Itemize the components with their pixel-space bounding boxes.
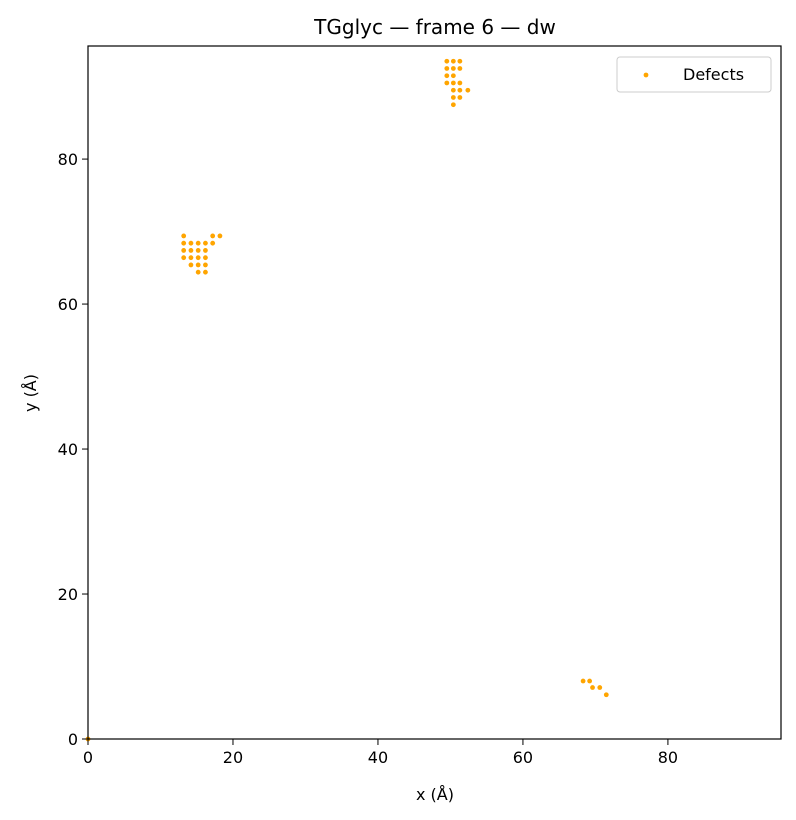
data-point [181, 255, 187, 261]
data-point [203, 240, 208, 246]
legend-label: Defects [683, 65, 744, 84]
x-tick-label: 80 [658, 748, 678, 767]
data-point [457, 80, 463, 86]
data-point [450, 95, 456, 100]
data-point [597, 685, 603, 690]
data-point [590, 685, 595, 690]
x-tick-label: 20 [223, 748, 243, 767]
chart-title: TGglyc — frame 6 — dw [313, 15, 556, 39]
y-tick-label: 60 [58, 295, 78, 314]
y-tick-label: 80 [58, 150, 78, 169]
data-point [450, 73, 456, 79]
x-tick-label: 0 [83, 748, 93, 767]
data-point [587, 678, 593, 684]
data-point [181, 240, 187, 246]
data-point [195, 248, 201, 253]
data-point [444, 58, 450, 64]
data-point [188, 248, 194, 253]
data-point [444, 73, 450, 79]
data-point [603, 692, 609, 698]
data-point [188, 255, 194, 261]
y-tick-label: 20 [58, 585, 78, 604]
data-point [195, 240, 201, 246]
data-point [188, 240, 194, 246]
data-point [450, 87, 456, 93]
x-axis-ticks: 0 20 40 60 80 [83, 739, 678, 767]
data-point [181, 248, 187, 253]
y-axis-label: y (Å) [21, 374, 40, 412]
x-tick-label: 60 [513, 748, 533, 767]
y-tick-label: 40 [58, 440, 78, 459]
data-point [203, 262, 208, 268]
y-axis-ticks: 0 20 40 60 80 [58, 150, 88, 749]
data-point [450, 102, 456, 108]
data-point [203, 269, 208, 275]
data-point [450, 58, 456, 64]
data-point [195, 262, 201, 268]
legend: Defects [616, 56, 772, 93]
data-point [465, 87, 471, 93]
data-point [203, 255, 208, 261]
data-point [457, 95, 463, 100]
data-point [188, 262, 194, 268]
plot-frame [87, 45, 782, 740]
data-point [210, 240, 216, 246]
x-axis-label: x (Å) [416, 785, 454, 804]
data-point [457, 58, 463, 64]
data-point [217, 233, 223, 239]
points-layer [85, 58, 609, 742]
data-point [195, 255, 201, 261]
data-point [457, 87, 463, 93]
data-point [580, 678, 586, 684]
x-tick-label: 40 [368, 748, 388, 767]
data-point [181, 233, 187, 239]
data-point [450, 80, 456, 86]
data-point [457, 66, 463, 71]
data-point [195, 269, 201, 275]
data-point [444, 66, 450, 71]
legend-box [616, 56, 772, 93]
data-point [450, 66, 456, 71]
data-point [203, 248, 208, 253]
data-point [210, 233, 216, 239]
plot-area [88, 46, 781, 739]
data-point [444, 80, 450, 86]
y-tick-label: 0 [68, 730, 78, 749]
legend-marker [643, 72, 649, 78]
